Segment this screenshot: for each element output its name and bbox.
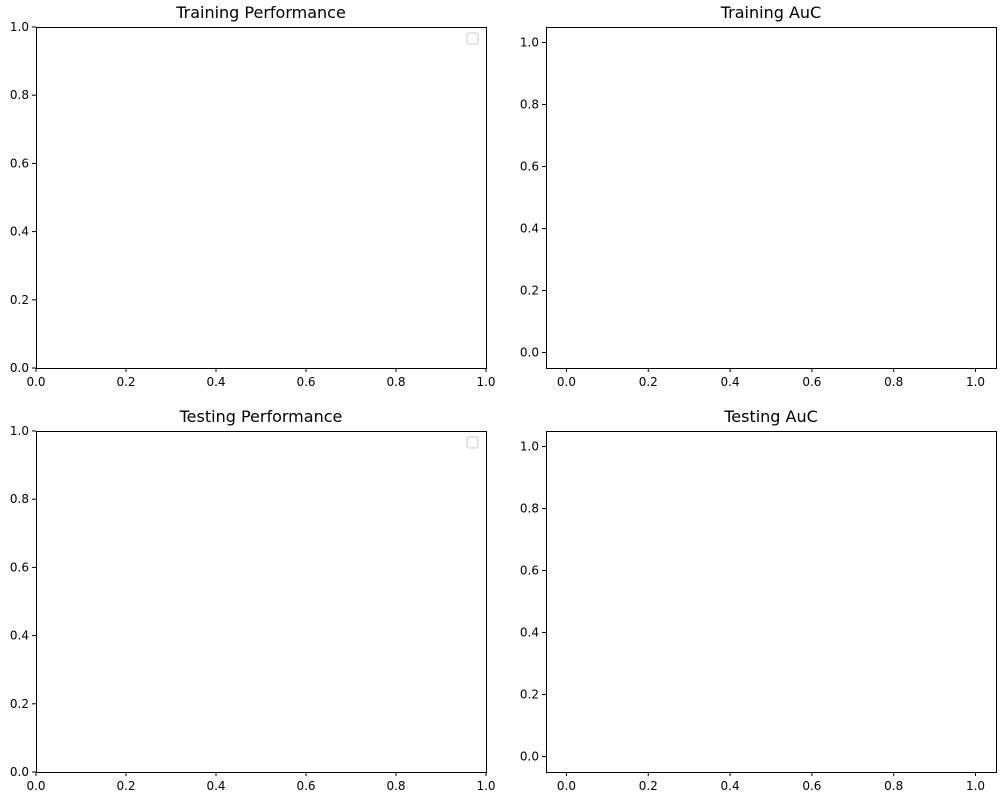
training-performance-ytick-label: 1.0 [10,20,29,34]
training-performance-ytick-label: 0.2 [10,293,29,307]
training-auc-xtick-label: 1.0 [966,375,985,389]
testing-auc-ytick-label: 0.2 [520,688,539,702]
testing-performance-ytick-label: 0.2 [10,697,29,711]
training-auc-xtick-label: 0.6 [802,375,821,389]
training-performance-axes-frame [36,27,487,369]
training-auc-xtick-label: 0.2 [639,375,658,389]
testing-auc-ytick-label: 0.6 [520,564,539,578]
testing-performance-xtick-label: 0.0 [26,779,45,793]
training-performance-ytick-label: 0.8 [10,88,29,102]
training-performance-xtick-label: 0.0 [26,375,45,389]
training-auc-ytick-label: 0.0 [520,346,539,360]
training-auc-xtick-label: 0.4 [721,375,740,389]
testing-performance-xtick-label: 1.0 [476,779,495,793]
testing-performance-xtick-label: 0.2 [116,779,135,793]
training-auc-panel: Training AuC 0.0 0.2 0.4 0.6 0.8 1.0 0.0 0.2 0.4 0… [520,3,997,389]
training-performance-ytick-label: 0.6 [10,156,29,170]
testing-auc-xtick-label: 1.0 [966,779,985,793]
training-performance-xtick-label: 0.8 [386,375,405,389]
testing-auc-title: Testing AuC [723,407,818,426]
training-auc-ytick-label: 0.2 [520,284,539,298]
testing-performance-xtick-label: 0.4 [206,779,225,793]
testing-auc-xtick-label: 0.4 [721,779,740,793]
training-performance-xtick-label: 1.0 [476,375,495,389]
training-auc-title: Training AuC [720,3,821,22]
training-performance-ytick-label: 0.0 [10,361,29,375]
testing-auc-ytick-label: 1.0 [520,440,539,454]
testing-auc-xtick-label: 0.6 [802,779,821,793]
testing-auc-ytick-label: 0.4 [520,626,539,640]
testing-performance-axes-frame [36,431,487,773]
testing-performance-ytick-label: 0.4 [10,629,29,643]
testing-performance-ytick-label: 1.0 [10,424,29,438]
testing-performance-title: Testing Performance [179,407,343,426]
training-auc-ytick-label: 0.8 [520,98,539,112]
testing-performance-ytick-label: 0.8 [10,492,29,506]
training-performance-xtick-label: 0.2 [116,375,135,389]
training-performance-legend-box [466,32,479,45]
training-auc-ytick-label: 1.0 [520,36,539,50]
testing-auc-axes-frame [546,431,997,773]
testing-performance-xtick-label: 0.6 [296,779,315,793]
training-auc-ytick-label: 0.6 [520,160,539,174]
training-performance-ytick-label: 0.4 [10,225,29,239]
training-performance-title: Training Performance [175,3,346,22]
training-performance-panel: Training Performance 0.0 0.2 0.4 0.6 0.8 1.0 0.… [10,3,496,389]
testing-performance-xtick-label: 0.8 [386,779,405,793]
training-auc-ytick-label: 0.4 [520,222,539,236]
testing-performance-ytick-label: 0.0 [10,765,29,779]
testing-performance-legend-box [466,436,479,449]
training-auc-xtick-label: 0.0 [557,375,576,389]
testing-auc-panel: Testing AuC 0.0 0.2 0.4 0.6 0.8 1.0 0.0 0.2 0.4 0.… [520,407,997,793]
testing-performance-ytick-label: 0.6 [10,560,29,574]
testing-auc-ytick-label: 0.0 [520,750,539,764]
testing-auc-ytick-label: 0.8 [520,502,539,516]
testing-auc-xtick-label: 0.2 [639,779,658,793]
training-performance-xtick-label: 0.6 [296,375,315,389]
testing-auc-xtick-label: 0.8 [884,779,903,793]
testing-auc-xtick-label: 0.0 [557,779,576,793]
testing-performance-panel: Testing Performance 0.0 0.2 0.4 0.6 0.8 1.0 0.0… [10,407,496,793]
training-auc-axes-frame [546,27,997,369]
training-auc-xtick-label: 0.8 [884,375,903,389]
training-performance-xtick-label: 0.4 [206,375,225,389]
